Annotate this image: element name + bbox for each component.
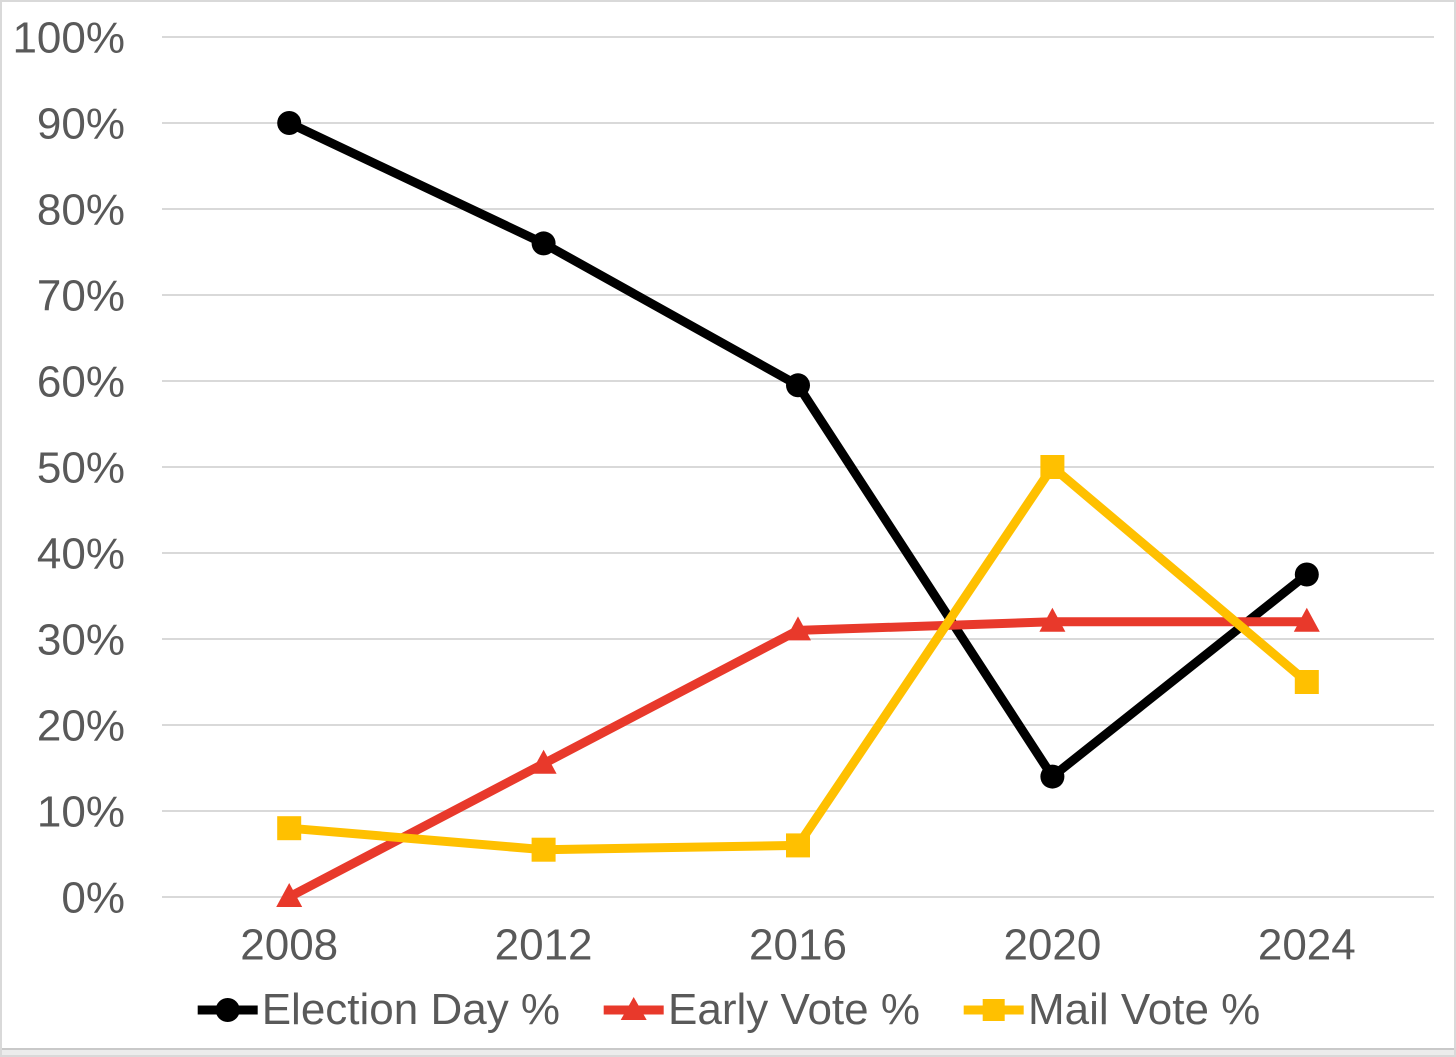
x-axis-tick-label: 2008 <box>240 920 338 969</box>
legend-circle-marker-icon <box>197 998 258 1022</box>
y-axis-tick-label: 90% <box>37 99 125 148</box>
data-point-triangle <box>276 883 303 907</box>
data-point-square <box>531 837 556 862</box>
data-point-circle <box>786 373 810 398</box>
x-axis-tick-label: 2020 <box>1003 920 1101 969</box>
y-axis-tick-label: 100% <box>12 13 125 62</box>
y-axis-tick-label: 50% <box>37 443 125 492</box>
data-point-square <box>786 833 810 858</box>
chart-legend: Election Day % Early Vote % Mail Vote % <box>196 988 1260 1032</box>
data-point-square <box>1040 455 1065 479</box>
data-point-triangle <box>785 616 811 641</box>
data-point-triangle <box>1039 607 1066 632</box>
y-axis-tick-label: 20% <box>37 701 125 750</box>
data-point-circle <box>277 111 302 135</box>
data-point-triangle <box>1293 607 1320 632</box>
y-axis-tick-label: 40% <box>37 529 125 578</box>
data-point-triangle <box>530 749 557 774</box>
legend-label: Election Day % <box>261 985 561 1034</box>
legend-item-election-day: Election Day % <box>196 988 560 1032</box>
legend-label: Mail Vote % <box>1027 985 1261 1034</box>
data-point-circle <box>1040 764 1065 789</box>
legend-item-mail-vote: Mail Vote % <box>962 988 1260 1032</box>
series-line <box>284 462 1312 855</box>
data-point-square <box>1294 670 1319 694</box>
x-axis-tick-label: 2016 <box>749 920 847 969</box>
data-point-square <box>277 816 302 841</box>
y-axis-tick-label: 0% <box>61 873 125 922</box>
y-axis-tick-label: 80% <box>37 185 125 234</box>
y-axis-tick-label: 30% <box>37 615 125 664</box>
series-line <box>284 118 1312 782</box>
data-point-circle <box>531 231 556 256</box>
bottom-edge-strip <box>2 1048 1454 1055</box>
series-mail-vote <box>277 455 1319 862</box>
y-axis-tick-label: 60% <box>37 357 125 406</box>
y-axis-tick-label: 10% <box>37 787 125 836</box>
legend-label: Early Vote % <box>668 985 920 1034</box>
data-point-circle <box>1294 562 1319 587</box>
series-early-vote <box>276 607 1320 907</box>
y-axis-tick-label: 70% <box>37 271 125 320</box>
series-election-day <box>277 111 1319 789</box>
legend-item-early-vote: Early Vote % <box>602 988 920 1032</box>
x-axis-tick-label: 2012 <box>495 920 593 969</box>
legend-triangle-marker-icon <box>604 997 665 1020</box>
legend-square-marker-icon <box>963 999 1024 1021</box>
x-axis-tick-label: 2024 <box>1258 920 1356 969</box>
